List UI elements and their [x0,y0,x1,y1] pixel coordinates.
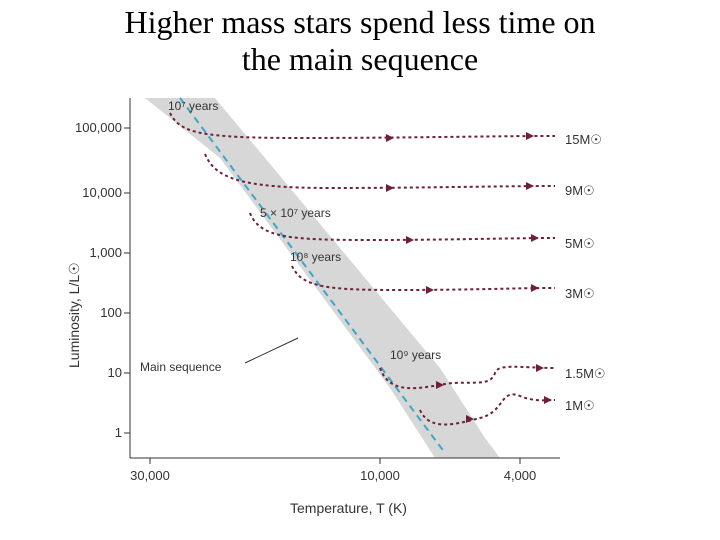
y-tick-label: 100 [60,305,122,320]
plot-svg [50,88,670,528]
x-tick-label: 10,000 [350,468,410,483]
hr-diagram: Luminosity, L/L☉ Temperature, T (K) 1101… [50,88,670,528]
track-arrow [544,396,552,404]
track-arrow [531,234,539,242]
lifetime-label-0: 10⁷ years [168,99,218,113]
mass-label-3: 3M☉ [565,286,595,302]
x-tick-label: 30,000 [120,468,180,483]
track-arrow [386,184,394,192]
title-line1: Higher mass stars spend less time on [124,4,595,40]
main-sequence-leader [245,338,298,363]
main-sequence-band [145,98,500,458]
x-tick-label: 4,000 [490,468,550,483]
mass-label-0: 15M☉ [565,132,602,148]
track-arrow [526,182,534,190]
mass-label-4: 1.5M☉ [565,366,606,382]
track-arrow [531,284,539,292]
y-tick-label: 1 [60,425,122,440]
lifetime-label-2: 5 × 10⁷ years [260,206,331,220]
x-axis-label: Temperature, T (K) [290,500,407,516]
main-sequence-line [180,98,445,453]
y-tick-label: 100,000 [60,120,122,135]
mass-label-5: 1M☉ [565,398,595,414]
title-line2: the main sequence [242,41,478,77]
lifetime-label-4: 10⁹ years [390,348,441,362]
track-arrow [386,134,394,142]
main-sequence-label: Main sequence [140,360,221,374]
lifetime-label-3: 10⁸ years [290,250,341,264]
track-arrow [536,364,544,372]
track-arrow [406,236,414,244]
track-arrow [526,132,534,140]
mass-label-1: 9M☉ [565,183,595,199]
mass-label-2: 5M☉ [565,236,595,252]
y-tick-label: 1,000 [60,245,122,260]
page-title: Higher mass stars spend less time on the… [0,4,720,78]
track-arrow [426,286,434,294]
y-tick-label: 10 [60,365,122,380]
y-tick-label: 10,000 [60,185,122,200]
